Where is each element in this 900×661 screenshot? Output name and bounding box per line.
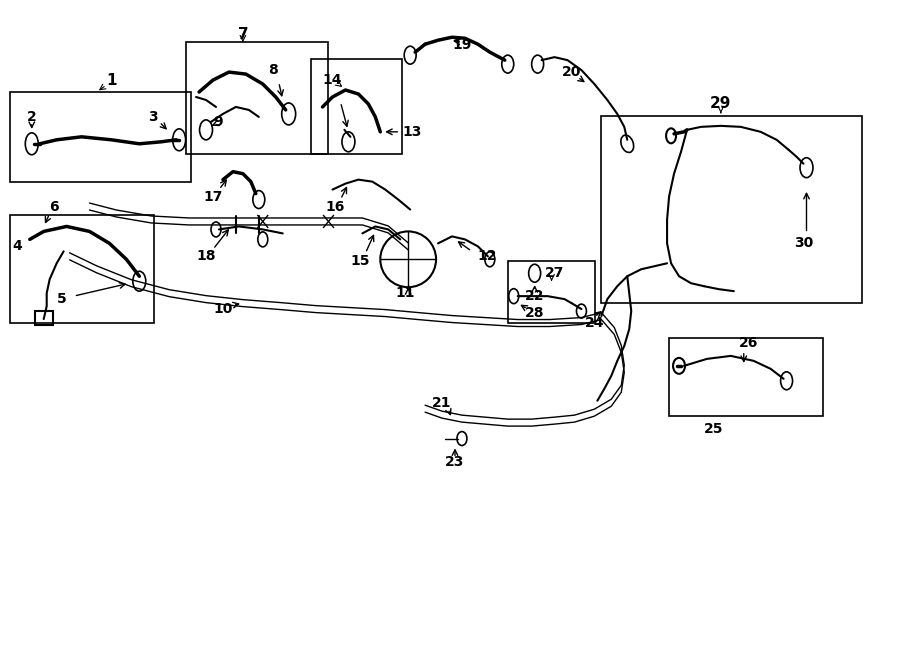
Text: 7: 7 bbox=[238, 26, 248, 42]
Text: 2: 2 bbox=[27, 110, 37, 124]
Bar bbox=[35, 311, 53, 325]
Text: 21: 21 bbox=[432, 396, 452, 410]
Text: 1: 1 bbox=[106, 73, 117, 87]
Text: 20: 20 bbox=[562, 65, 581, 79]
Text: 15: 15 bbox=[351, 254, 370, 268]
Text: 24: 24 bbox=[585, 316, 604, 330]
Text: 5: 5 bbox=[57, 292, 67, 306]
Text: 19: 19 bbox=[453, 38, 472, 52]
Bar bbox=[186, 42, 328, 154]
Text: 10: 10 bbox=[213, 302, 232, 316]
Bar bbox=[508, 261, 596, 323]
Text: 25: 25 bbox=[704, 422, 724, 436]
Text: 23: 23 bbox=[446, 455, 464, 469]
Text: 12: 12 bbox=[478, 249, 498, 263]
Bar bbox=[669, 338, 824, 416]
Bar bbox=[601, 116, 862, 303]
Text: 9: 9 bbox=[213, 115, 222, 129]
Text: 22: 22 bbox=[525, 289, 544, 303]
Text: 3: 3 bbox=[148, 110, 158, 124]
Bar bbox=[10, 215, 154, 323]
Bar bbox=[310, 59, 402, 154]
Bar bbox=[10, 92, 191, 182]
Text: 17: 17 bbox=[203, 190, 222, 204]
Text: 27: 27 bbox=[544, 266, 564, 280]
Text: 28: 28 bbox=[525, 306, 544, 320]
Text: 26: 26 bbox=[739, 336, 759, 350]
Text: 8: 8 bbox=[268, 63, 277, 77]
Text: 14: 14 bbox=[323, 73, 342, 87]
Text: 16: 16 bbox=[326, 200, 346, 214]
Text: 13: 13 bbox=[402, 125, 421, 139]
Text: 4: 4 bbox=[12, 239, 22, 253]
Text: 18: 18 bbox=[196, 249, 216, 263]
Text: 30: 30 bbox=[794, 237, 813, 251]
Text: 29: 29 bbox=[710, 97, 732, 112]
Text: 6: 6 bbox=[49, 200, 58, 214]
Text: 11: 11 bbox=[395, 286, 415, 300]
